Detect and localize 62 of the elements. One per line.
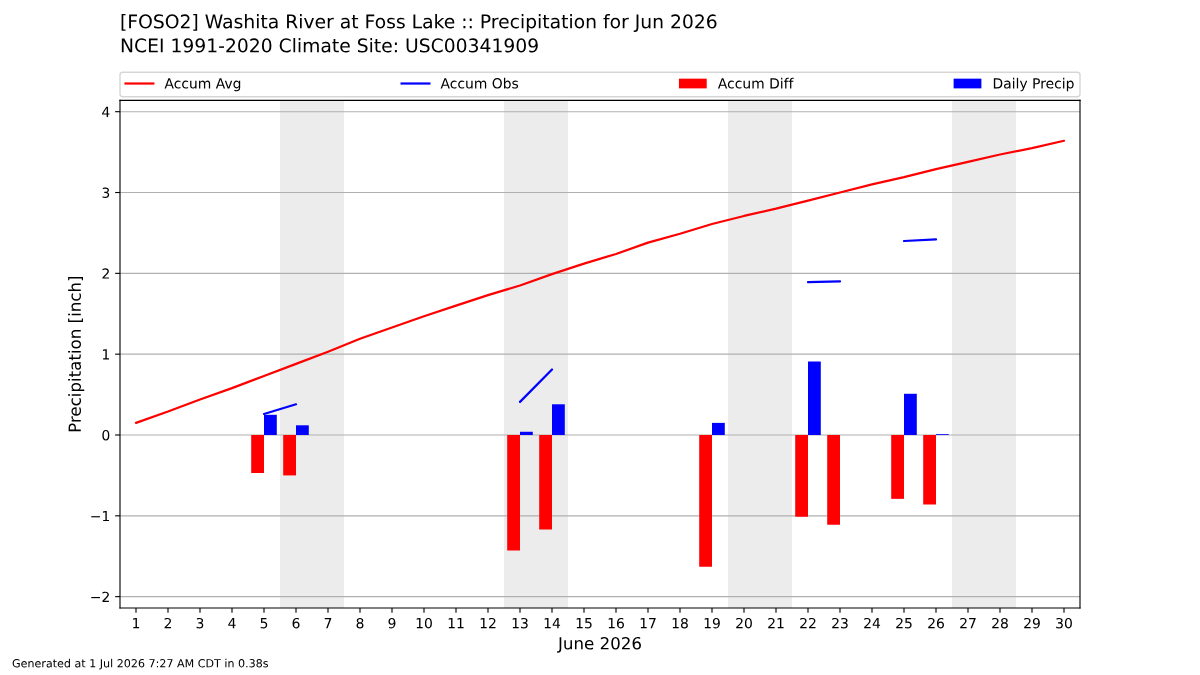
y-tick-label: 4	[102, 106, 110, 117]
legend-label: Daily Precip	[993, 77, 1074, 92]
x-tick-label: 13	[512, 617, 528, 629]
y-tick-label: 0	[102, 429, 110, 441]
x-tick-label: 14	[544, 618, 561, 629]
x-tick-label: 24	[864, 617, 881, 629]
bar	[699, 435, 712, 567]
x-tick-label: 28	[992, 617, 1008, 629]
chart-title: [FOSO2] Washita River at Foss Lake :: Precipitation for Jun 2026	[121, 14, 717, 33]
x-tick-label: 25	[896, 617, 912, 629]
bar	[520, 431, 533, 435]
x-tick-label: 30	[1056, 617, 1072, 629]
y-tick-label: 1	[102, 349, 109, 360]
x-tick-label: 15	[576, 618, 592, 629]
x-tick-label: 17	[640, 618, 656, 629]
x-tick-label: 2	[164, 617, 172, 629]
x-tick-label: 5	[260, 618, 268, 629]
y-axis-title: Precipitation [inch]	[68, 276, 85, 432]
x-tick-label: 22	[800, 617, 816, 629]
y-tick-label: −2	[91, 591, 109, 602]
bar	[712, 422, 725, 435]
legend-label: Accum Diff	[717, 77, 794, 89]
bar	[827, 435, 840, 525]
text: Generated at 1 Jul 2026 7:27 AM CDT in 0.38s	[12, 658, 269, 670]
x-tick-label: 26	[928, 617, 944, 629]
legend-label: Accum Avg	[164, 78, 241, 92]
x-tick-label: 10	[416, 617, 432, 629]
bar	[283, 435, 296, 476]
bar	[251, 435, 264, 473]
x-tick-label: 20	[736, 617, 752, 629]
x-tick-label: 12	[480, 617, 496, 629]
x-tick-label: 7	[324, 618, 332, 629]
y-tick-label: 3	[102, 187, 110, 198]
x-tick-label: 4	[228, 618, 236, 629]
x-tick-label: 6	[292, 617, 300, 629]
x-tick-label: 27	[960, 617, 976, 629]
bar	[904, 393, 917, 435]
bar	[808, 361, 821, 435]
y-tick-label: −1	[91, 510, 109, 522]
bar	[296, 425, 309, 435]
bar	[552, 404, 565, 435]
line-series	[134, 139, 1066, 424]
bar	[507, 435, 520, 551]
x-tick-label: 8	[356, 617, 364, 629]
x-tick-label: 23	[832, 617, 848, 629]
bar	[539, 435, 552, 530]
x-tick-label: 3	[196, 617, 204, 629]
x-tick-label: 19	[704, 617, 720, 629]
x-tick-label: 21	[768, 617, 784, 629]
chart-subtitle: NCEI 1991-2020 Climate Site: USC00341909	[121, 38, 538, 53]
x-tick-label: 18	[672, 617, 688, 629]
x-tick-label: 11	[448, 618, 464, 629]
x-tick-label: 9	[388, 617, 396, 629]
bar	[923, 435, 936, 505]
x-axis-title: June 2026	[557, 636, 641, 653]
y-tick-label: 2	[102, 268, 109, 279]
x-tick-label: 1	[133, 618, 140, 629]
legend-label: Accum Obs	[440, 77, 519, 89]
x-tick-label: 16	[608, 617, 624, 629]
x-tick-label: 29	[1024, 617, 1040, 629]
bar	[891, 435, 904, 499]
bar	[795, 435, 808, 517]
